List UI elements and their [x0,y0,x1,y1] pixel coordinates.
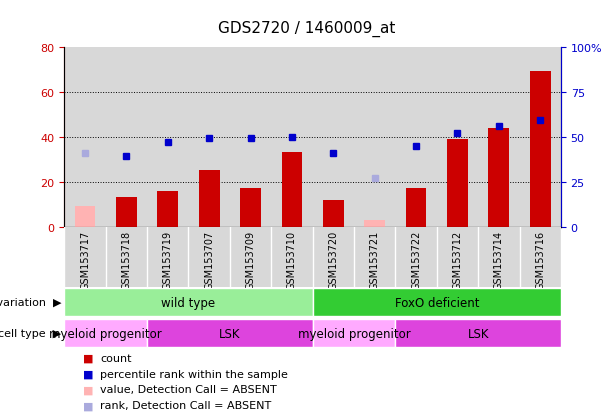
Bar [436,47,478,227]
Bar [281,153,302,227]
Text: GSM153709: GSM153709 [246,230,256,289]
Bar [64,47,105,227]
Text: GDS2720 / 1460009_at: GDS2720 / 1460009_at [218,21,395,37]
Bar [530,72,550,227]
Bar [271,47,313,227]
Bar [116,198,137,227]
Bar [447,140,468,227]
Text: genotype/variation  ▶: genotype/variation ▶ [0,297,61,308]
Bar [313,289,561,316]
Text: GSM153710: GSM153710 [287,230,297,289]
Text: ■: ■ [83,400,93,410]
Text: GSM153722: GSM153722 [411,230,421,290]
Bar [364,221,385,227]
Bar [489,128,509,227]
Bar [436,227,478,287]
Text: ■: ■ [83,385,93,394]
Text: GSM153717: GSM153717 [80,230,90,289]
Bar [313,227,354,287]
Bar [147,227,189,287]
Bar [354,47,395,227]
Bar [395,227,436,287]
Text: GSM153721: GSM153721 [370,230,379,289]
Text: percentile rank within the sample: percentile rank within the sample [100,369,287,379]
Bar [64,320,147,347]
Bar [478,227,519,287]
Text: GSM153716: GSM153716 [535,230,545,289]
Bar [189,47,230,227]
Bar [406,189,427,227]
Text: FoxO deficient: FoxO deficient [395,296,479,309]
Text: rank, Detection Call = ABSENT: rank, Detection Call = ABSENT [100,400,271,410]
Bar [199,171,219,227]
Text: ■: ■ [83,353,93,363]
Bar [395,320,561,347]
Bar [230,47,271,227]
Bar [105,47,147,227]
Text: ■: ■ [83,369,93,379]
Text: value, Detection Call = ABSENT: value, Detection Call = ABSENT [100,385,276,394]
Text: wild type: wild type [161,296,216,309]
Bar [520,227,561,287]
Bar [478,47,519,227]
Bar [64,289,313,316]
Text: LSK: LSK [219,327,241,340]
Bar [75,207,96,227]
Bar [520,47,561,227]
Text: LSK: LSK [467,327,489,340]
Bar [313,320,395,347]
Bar [64,227,105,287]
Text: GSM153719: GSM153719 [163,230,173,289]
Bar [313,47,354,227]
Bar [189,227,230,287]
Bar [105,227,147,287]
Bar [323,200,344,227]
Text: GSM153714: GSM153714 [494,230,504,289]
Text: count: count [100,353,131,363]
Text: GSM153720: GSM153720 [329,230,338,289]
Text: GSM153718: GSM153718 [121,230,131,289]
Text: GSM153712: GSM153712 [452,230,462,289]
Bar [354,227,395,287]
Bar [158,191,178,227]
Bar [147,47,189,227]
Bar [147,320,313,347]
Bar [395,47,436,227]
Text: myeloid progenitor: myeloid progenitor [298,327,410,340]
Text: GSM153707: GSM153707 [204,230,214,289]
Text: myeloid progenitor: myeloid progenitor [50,327,162,340]
Bar [271,227,313,287]
Bar [240,189,261,227]
Bar [230,227,271,287]
Text: cell type  ▶: cell type ▶ [0,328,61,339]
